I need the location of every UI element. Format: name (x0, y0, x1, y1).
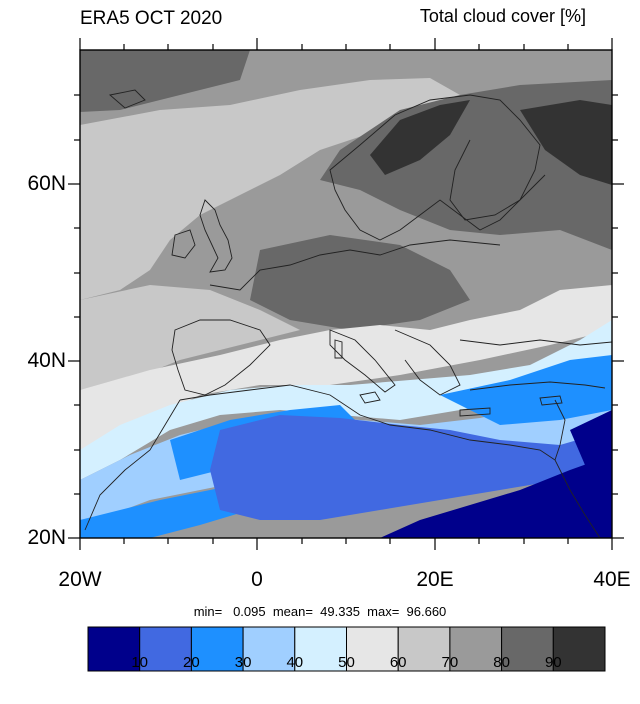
lon-label-20e: 20E (416, 568, 454, 591)
colorbar-box (346, 626, 399, 672)
colorbar-label: 20 (183, 654, 200, 671)
lat-label-40n: 40N (27, 349, 66, 372)
colorbar-label: 30 (234, 654, 252, 671)
lat-label-20n: 20N (27, 526, 66, 549)
colorbar-label: 70 (441, 654, 459, 671)
colorbar-label: 80 (493, 654, 510, 671)
axis-ticks (68, 38, 624, 550)
colorbar-box (242, 626, 296, 672)
map-title-left: ERA5 OCT 2020 (80, 8, 223, 29)
lon-label-20w: 20W (58, 568, 102, 591)
lon-label-0: 0 (251, 568, 263, 591)
colorbar-box (87, 626, 141, 672)
lon-label-40e: 40E (593, 568, 631, 591)
colorbar-box (552, 626, 606, 672)
coastlines (84, 89, 612, 538)
colorbar-label: 60 (389, 654, 407, 671)
colorbar-label: 90 (544, 654, 562, 671)
colorbar-box (449, 626, 503, 672)
colorbar-label: 10 (131, 654, 149, 671)
colorbar-box (294, 626, 347, 672)
colorbar-box (139, 626, 192, 672)
colorbar-box (190, 626, 244, 672)
colorbar-label: 50 (338, 654, 355, 671)
lat-label-60n: 60N (27, 172, 66, 195)
cloud-field (80, 50, 612, 538)
colorbar-label: 40 (286, 654, 304, 671)
map-title-right: Total cloud cover [%] (419, 6, 586, 26)
stats-line: min= 0.095 mean= 49.335 max= 96.660 (193, 604, 447, 619)
colorbar (87, 626, 606, 672)
